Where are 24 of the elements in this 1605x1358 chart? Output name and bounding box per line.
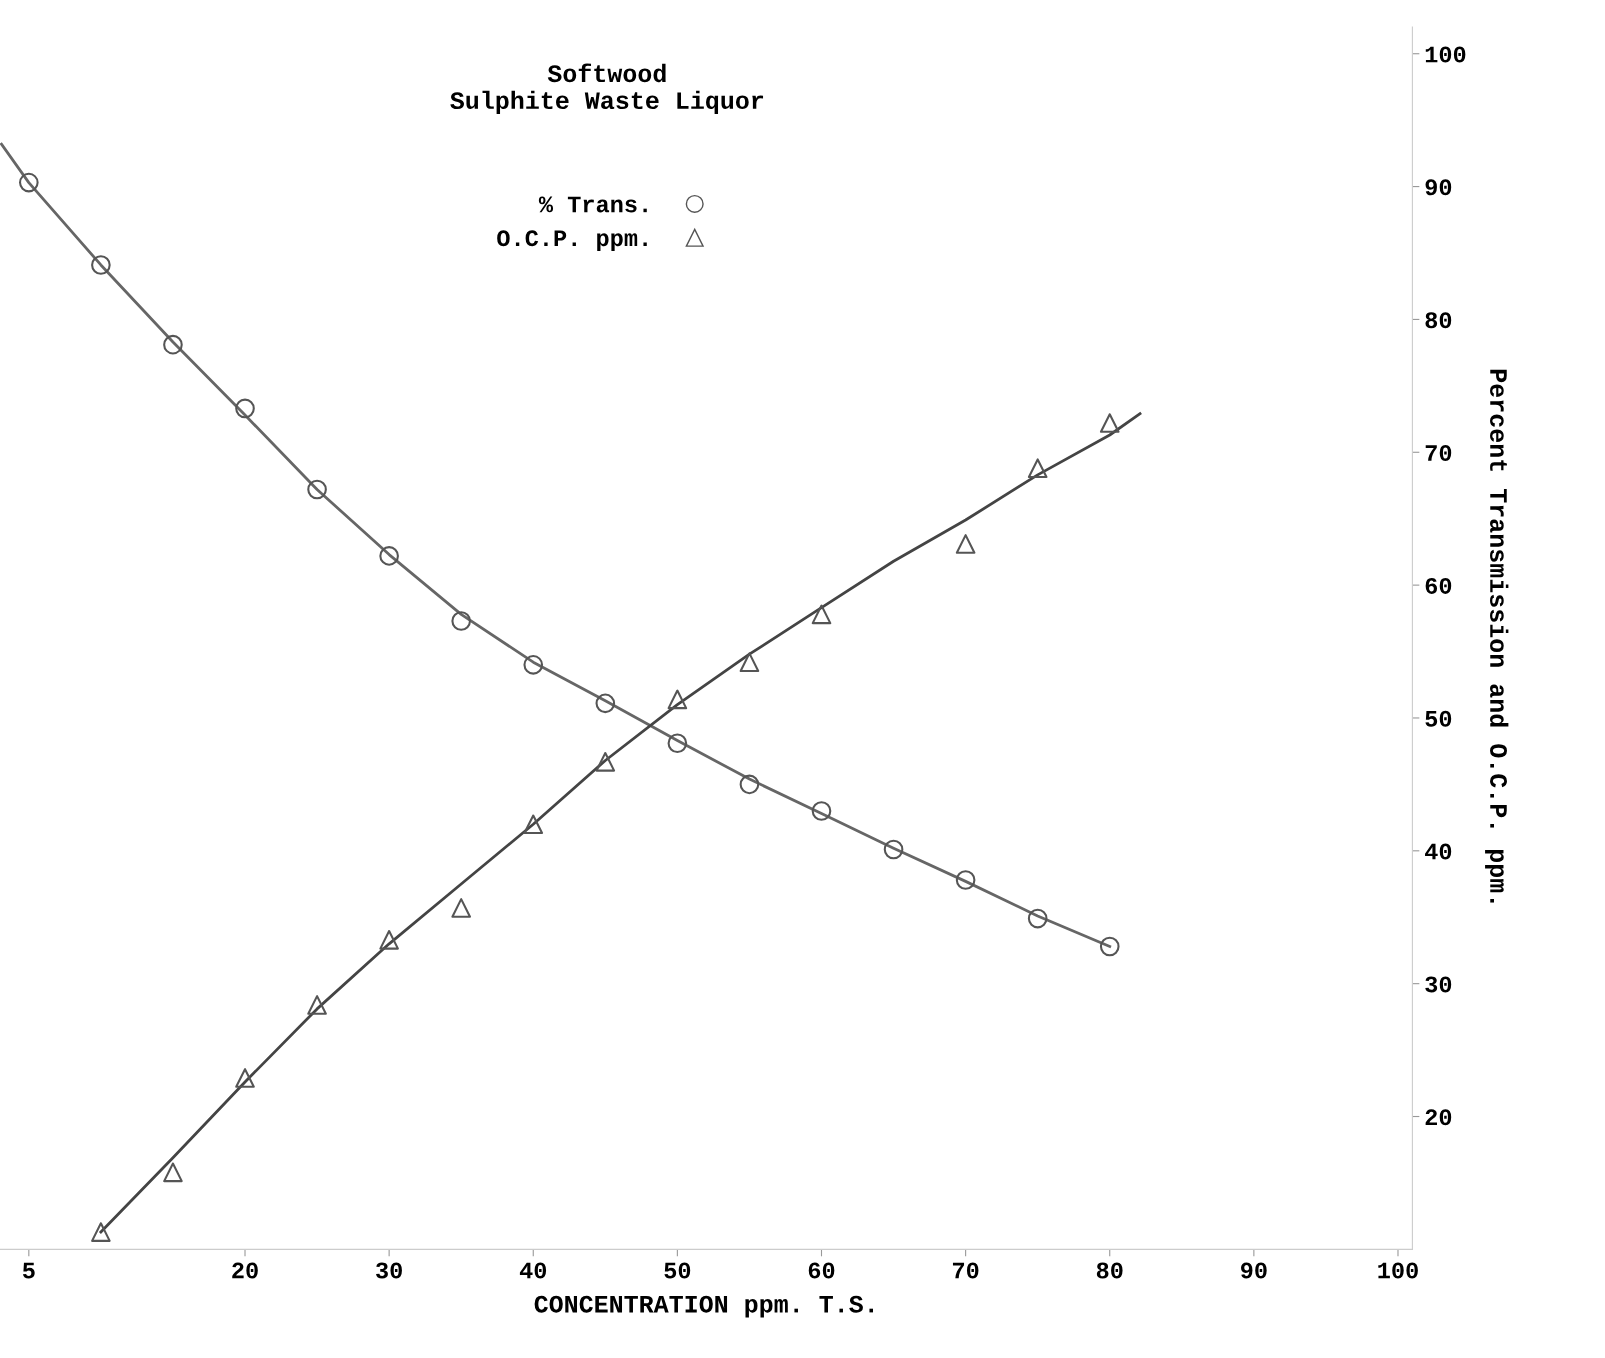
y-tick-label: 50: [1425, 710, 1452, 727]
x-tick-label: 70: [952, 1262, 979, 1279]
y-tick-label: 100: [1425, 46, 1466, 63]
x-tick-label: 60: [808, 1262, 835, 1279]
x-tick-label: 40: [519, 1262, 547, 1279]
y-axis-title: Percent Transmission and O.C.P. ppm.: [1485, 369, 1509, 903]
y-tick-label: 60: [1425, 577, 1452, 594]
x-tick-label: 50: [664, 1262, 691, 1279]
x-tick-label: 30: [376, 1262, 402, 1279]
text: Softwood Sulphite Waste Liquor: [450, 63, 764, 115]
y-tick-label: 40: [1425, 843, 1452, 860]
legend-label: O.C.P. ppm.: [497, 230, 647, 251]
legend-label: % Trans.: [538, 196, 647, 213]
x-tick-label: 20: [232, 1262, 258, 1279]
x-tick-label: 5: [22, 1262, 35, 1279]
x-axis-title: CONCENTRATION ppm. T.S.: [534, 1295, 873, 1318]
y-tick-label: 20: [1425, 1109, 1452, 1126]
y-tick-label: 90: [1425, 179, 1452, 196]
x-tick-label: 80: [1096, 1262, 1123, 1279]
y-tick-label: 30: [1425, 976, 1452, 993]
x-tick-label: 100: [1378, 1262, 1418, 1279]
y-tick-label: 70: [1425, 445, 1452, 462]
y-tick-label: 80: [1425, 312, 1452, 329]
x-tick-label: 90: [1241, 1262, 1267, 1279]
